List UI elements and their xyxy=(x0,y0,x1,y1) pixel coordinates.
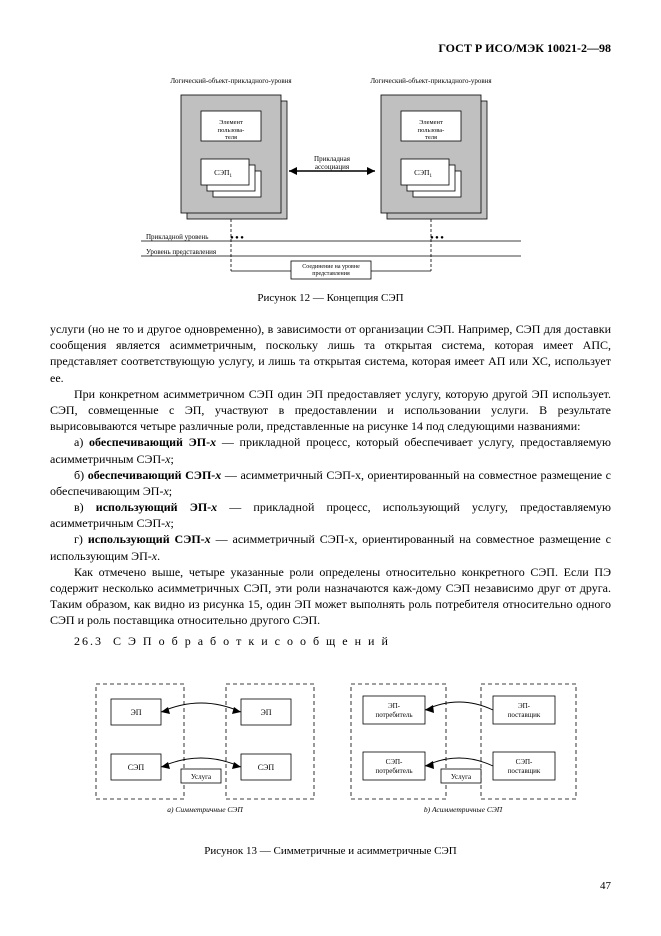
svg-text:Услуга: Услуга xyxy=(190,773,211,781)
svg-text:поставщик: поставщик xyxy=(507,767,540,775)
page-number: 47 xyxy=(50,879,611,894)
svg-text:пользова-: пользова- xyxy=(217,127,244,134)
item-d: г) использующий СЭП-x — асимметричный СЭ… xyxy=(50,531,611,563)
para-1: услуги (но не то и другое одновременно),… xyxy=(50,321,611,386)
svg-text:ЭП: ЭП xyxy=(130,708,141,717)
svg-text:представления: представления xyxy=(312,271,350,277)
section-26-3: 26.3 С Э П о б р а б о т к и с о о б щ е… xyxy=(50,633,611,649)
svg-text:Соединение на уровне: Соединение на уровне xyxy=(302,264,360,270)
svg-text:Прикладная: Прикладная xyxy=(314,155,351,163)
svg-text:СЭП: СЭП xyxy=(257,763,274,772)
figure-13-svg: ЭП СЭП ЭП СЭП Услуга a) Симметричные СЭП… xyxy=(81,674,581,834)
body-text: услуги (но не то и другое одновременно),… xyxy=(50,321,611,649)
svg-text:СЭП-: СЭП- xyxy=(385,758,402,766)
item-c: в) использующий ЭП-x — прикладной процес… xyxy=(50,499,611,531)
figure-12-svg: Прикладной уровень Уровень представления… xyxy=(131,71,531,281)
svg-text:● ● ●: ● ● ● xyxy=(230,235,244,241)
svg-text:Прикладной уровень: Прикладной уровень xyxy=(146,233,208,241)
svg-text:a) Симметричные СЭП: a) Симметричные СЭП xyxy=(167,805,243,814)
item-a: а) обеспечивающий ЭП-x — прикладной проц… xyxy=(50,434,611,466)
doc-header: ГОСТ Р ИСО/МЭК 10021-2—98 xyxy=(50,40,611,56)
figure-13: ЭП СЭП ЭП СЭП Услуга a) Симметричные СЭП… xyxy=(50,674,611,834)
svg-text:теля: теля xyxy=(425,134,437,141)
svg-text:потребитель: потребитель xyxy=(375,711,412,719)
svg-text:ассоциация: ассоциация xyxy=(314,163,349,171)
para-2: При конкретном асимметричном СЭП один ЭП… xyxy=(50,386,611,435)
svg-text:СЭП-: СЭП- xyxy=(515,758,532,766)
svg-text:потребитель: потребитель xyxy=(375,767,412,775)
svg-text:Элемент: Элемент xyxy=(219,119,243,126)
svg-text:ЭП: ЭП xyxy=(260,708,271,717)
figure-13-caption: Рисунок 13 — Симметричные и асимметричны… xyxy=(50,844,611,859)
svg-text:Элемент: Элемент xyxy=(419,119,443,126)
svg-text:поставщик: поставщик xyxy=(507,711,540,719)
svg-text:Уровень представления: Уровень представления xyxy=(146,248,217,256)
item-b: б) обеспечивающий СЭП-x — асимметричный … xyxy=(50,467,611,499)
svg-text:b) Асимметричные СЭП: b) Асимметричные СЭП xyxy=(423,805,502,814)
para-3: Как отмечено выше, четыре указанные роли… xyxy=(50,564,611,629)
svg-text:пользова-: пользова- xyxy=(417,127,444,134)
svg-text:Логический-объект-прикладного-: Логический-объект-прикладного-уровня xyxy=(170,77,292,85)
svg-text:Логический-объект-прикладного-: Логический-объект-прикладного-уровня xyxy=(370,77,492,85)
svg-text:СЭП: СЭП xyxy=(127,763,144,772)
svg-text:Услуга: Услуга xyxy=(450,773,471,781)
figure-12-caption: Рисунок 12 — Концепция СЭП xyxy=(50,291,611,306)
svg-text:ЭП-: ЭП- xyxy=(517,702,530,710)
svg-text:● ● ●: ● ● ● xyxy=(430,235,444,241)
svg-text:теля: теля xyxy=(225,134,237,141)
svg-text:ЭП-: ЭП- xyxy=(387,702,400,710)
figure-12: Прикладной уровень Уровень представления… xyxy=(50,71,611,281)
